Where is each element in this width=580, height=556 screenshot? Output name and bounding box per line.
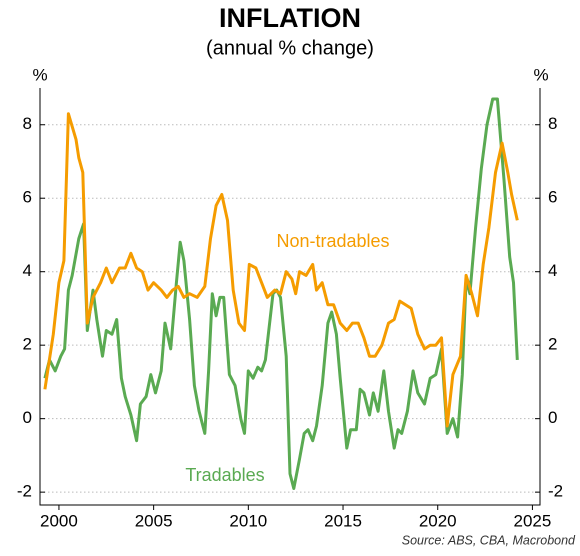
source-note: Source: ABS, CBA, Macrobond bbox=[402, 533, 576, 547]
y-tick-label: -2 bbox=[17, 482, 32, 501]
y2-tick-label: 0 bbox=[548, 408, 557, 427]
y-tick-label: 6 bbox=[23, 188, 32, 207]
y2-tick-label: -2 bbox=[548, 482, 563, 501]
y2-tick-label: 2 bbox=[548, 335, 557, 354]
y2-tick-label: 4 bbox=[548, 261, 557, 280]
y2-tick-label: 8 bbox=[548, 114, 557, 133]
x-tick-label: 2025 bbox=[514, 511, 552, 530]
y2-axis-label: % bbox=[533, 65, 548, 84]
y-tick-label: 4 bbox=[23, 261, 32, 280]
chart-subtitle: (annual % change) bbox=[206, 37, 374, 59]
chart-title: INFLATION bbox=[219, 3, 361, 33]
x-tick-label: 2000 bbox=[40, 511, 78, 530]
y-axis-label: % bbox=[32, 65, 47, 84]
series-label: Non-tradables bbox=[276, 231, 389, 251]
y-tick-label: 0 bbox=[23, 408, 32, 427]
y-tick-label: 8 bbox=[23, 114, 32, 133]
series-line bbox=[43, 112, 519, 428]
x-tick-label: 2015 bbox=[324, 511, 362, 530]
x-tick-label: 2010 bbox=[229, 511, 267, 530]
series-label: Tradables bbox=[185, 465, 264, 485]
y-tick-label: 2 bbox=[23, 335, 32, 354]
axis-frame bbox=[39, 88, 541, 506]
x-tick-label: 2020 bbox=[419, 511, 457, 530]
x-tick-label: 2005 bbox=[135, 511, 173, 530]
y2-tick-label: 6 bbox=[548, 188, 557, 207]
